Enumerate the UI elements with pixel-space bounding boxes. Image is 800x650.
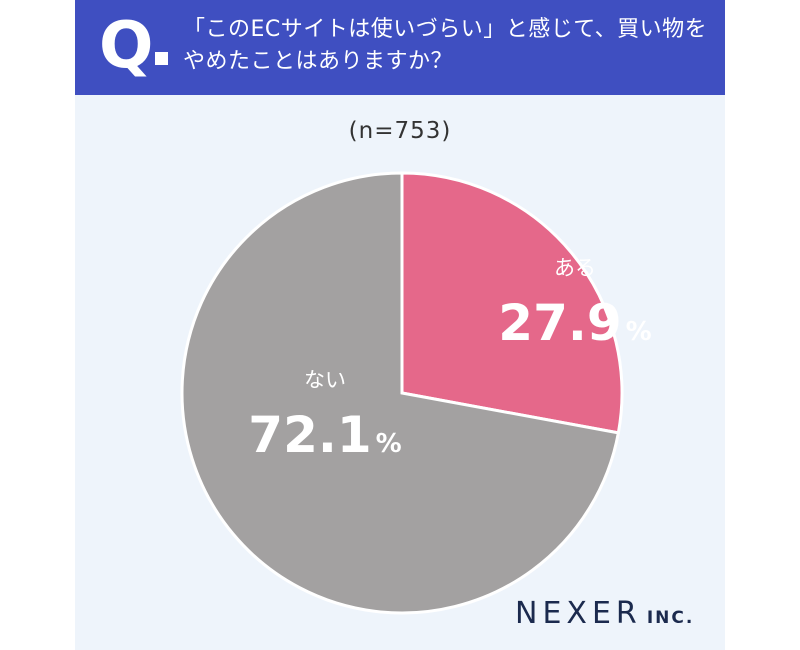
slice-value-unit-nai: % <box>376 429 402 459</box>
slice-label-nai: ない <box>304 368 346 392</box>
slice-value-aru: 27.9% <box>498 294 651 352</box>
slice-value-number-nai: 72.1 <box>248 406 371 464</box>
question-text: 「このECサイトは使いづらい」と感じて、買い物を やめたことはありますか？ <box>183 14 713 78</box>
question-header: Q 「このECサイトは使いづらい」と感じて、買い物を やめたことはありますか？ <box>75 0 725 95</box>
logo-suffix: INC. <box>646 608 695 628</box>
q-dot <box>155 52 168 65</box>
slice-value-unit-aru: % <box>626 317 652 347</box>
pie-chart: ある 27.9 % ない 72.1% <box>180 171 652 615</box>
pie-slice-nai <box>180 171 621 615</box>
slice-value-nai: 72.1% <box>248 406 401 464</box>
q-mark: Q <box>99 9 154 83</box>
slice-value-number-aru: 27.9 <box>498 294 621 352</box>
question-line-1: 「このECサイトは使いづらい」と感じて、買い物を <box>183 17 708 42</box>
slice-label-aru: ある <box>554 256 596 280</box>
logo-name: NEXER <box>515 596 642 631</box>
pie-slice-aru <box>400 171 624 435</box>
survey-card: Q 「このECサイトは使いづらい」と感じて、買い物を やめたことはありますか？ … <box>75 0 725 650</box>
nexer-logo: NEXER INC. <box>515 596 694 631</box>
question-line-2: やめたことはありますか？ <box>183 49 454 74</box>
sample-size: (n=753) <box>348 118 452 144</box>
